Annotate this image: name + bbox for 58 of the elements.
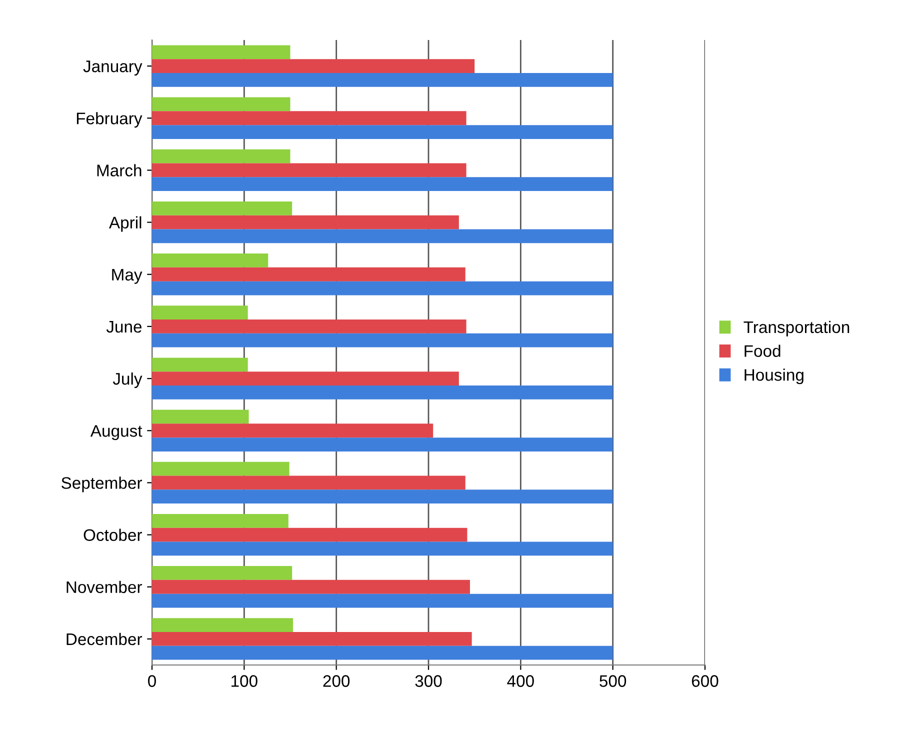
legend-label: Transportation <box>744 320 850 336</box>
y-tick-label: January <box>83 60 142 76</box>
legend-label: Housing <box>744 368 804 384</box>
y-tick-label: September <box>62 476 142 492</box>
bar <box>152 632 472 646</box>
y-tick-label: February <box>76 112 142 128</box>
bar <box>152 111 466 126</box>
bar <box>152 438 613 452</box>
y-tick-label: June <box>106 321 142 333</box>
y-tick-label: April <box>108 216 142 232</box>
bar <box>152 267 466 282</box>
bar <box>152 528 468 542</box>
x-tick-label: 200 <box>323 675 350 687</box>
bar <box>152 97 290 112</box>
bar <box>152 580 470 594</box>
bar <box>152 646 613 660</box>
x-tick-label: 300 <box>415 675 442 687</box>
x-tick-label: 400 <box>507 675 534 687</box>
bar <box>152 45 290 60</box>
bar <box>152 149 290 164</box>
bar <box>152 372 459 386</box>
bar <box>152 281 613 296</box>
bar <box>152 306 248 320</box>
y-tick-label: December <box>66 632 142 646</box>
bar <box>152 476 466 490</box>
bar <box>152 462 290 476</box>
legend-label: Food <box>744 344 780 357</box>
x-tick-label: 0 <box>148 675 156 687</box>
bar <box>152 254 268 268</box>
bar <box>152 618 294 632</box>
bar <box>152 385 613 400</box>
bar <box>152 72 613 87</box>
y-tick-label: May <box>112 268 142 284</box>
bar <box>152 163 466 178</box>
bar <box>152 490 613 504</box>
bar <box>152 215 459 230</box>
x-tick-label: 500 <box>600 675 626 687</box>
bar <box>152 177 613 192</box>
bar <box>152 424 434 438</box>
bar <box>152 333 613 348</box>
x-tick-label: 100 <box>232 675 258 687</box>
bar <box>152 542 613 556</box>
bar <box>152 320 466 334</box>
y-tick-label: July <box>112 372 142 388</box>
bar <box>152 229 613 244</box>
bar <box>152 59 475 73</box>
bar <box>152 410 249 424</box>
bar <box>152 125 613 139</box>
bar <box>152 358 248 372</box>
y-tick-label: March <box>97 164 142 176</box>
bar <box>152 201 292 216</box>
y-tick-label: November <box>66 580 142 594</box>
bar <box>152 594 613 608</box>
bar <box>152 566 292 580</box>
y-tick-label: October <box>84 528 142 541</box>
bar <box>152 514 288 528</box>
x-tick-label: 600 <box>692 675 718 687</box>
y-tick-label: August <box>90 425 142 440</box>
